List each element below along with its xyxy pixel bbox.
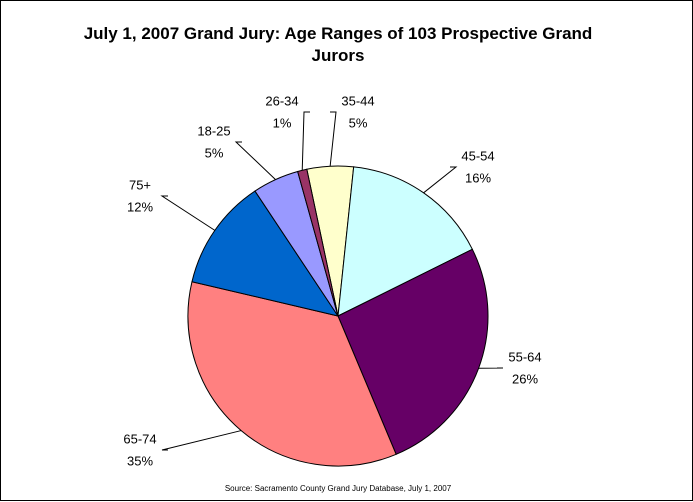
slice-value: 5% bbox=[205, 145, 224, 160]
source-note: Source: Sacramento County Grand Jury Dat… bbox=[225, 484, 452, 493]
leader-line bbox=[234, 141, 276, 180]
slice-value: 12% bbox=[127, 199, 153, 214]
slice-value: 35% bbox=[127, 453, 153, 468]
slice-label: 75+ bbox=[129, 177, 151, 192]
slice-value: 16% bbox=[465, 170, 491, 185]
leader-line bbox=[301, 111, 310, 171]
slice-label: 26-34 bbox=[265, 93, 298, 108]
slice-label: 45-54 bbox=[461, 148, 494, 163]
slice-value: 1% bbox=[273, 115, 292, 130]
leader-line bbox=[161, 430, 242, 451]
leader-line bbox=[329, 111, 337, 167]
leader-line bbox=[423, 166, 458, 194]
pie-slice bbox=[297, 168, 339, 317]
slice-label: 55-64 bbox=[508, 349, 541, 364]
slice-label: 18-25 bbox=[197, 123, 230, 138]
pie-slice bbox=[187, 281, 397, 467]
slice-label: 35-44 bbox=[341, 93, 374, 108]
slice-label: 65-74 bbox=[123, 431, 156, 446]
leader-line bbox=[160, 195, 216, 231]
pie-slice bbox=[337, 166, 474, 317]
chart-title: July 1, 2007 Grand Jury: Age Ranges of 1… bbox=[83, 24, 593, 65]
slice-value: 26% bbox=[512, 371, 538, 386]
pie-slice bbox=[337, 248, 489, 455]
slice-value: 5% bbox=[349, 115, 368, 130]
